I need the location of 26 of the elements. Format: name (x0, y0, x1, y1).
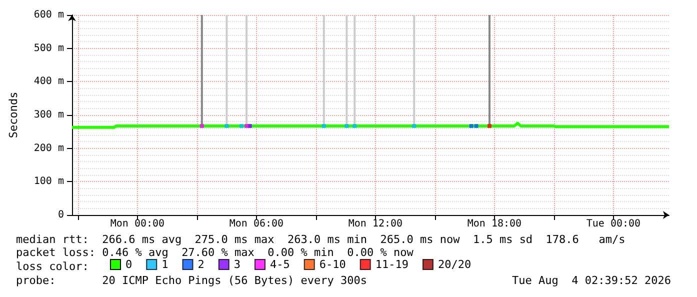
legend-label: 3 (234, 258, 240, 271)
y-axis-title: Seconds (7, 92, 20, 138)
y-tick-label: 500 m (34, 42, 64, 54)
legend-label: 1 (162, 258, 168, 271)
x-tick-label: Mon 18:00 (467, 218, 522, 230)
y-tick-label: 100 m (34, 176, 64, 188)
x-tick-label: Mon 12:00 (348, 218, 403, 230)
y-tick-label: 400 m (34, 76, 64, 88)
legend-label: 0 (126, 258, 132, 271)
legend-label: 11-19 (375, 258, 408, 271)
legend-title: loss color: (16, 260, 89, 274)
legend-label: 6-10 (319, 258, 346, 271)
text: packet loss: 0.46 % avg 27.60 % max 0.00 % min 0.00 % now (16, 246, 414, 260)
y-tick-label: 600 m (34, 10, 64, 20)
x-tick-label: Mon 06:00 (229, 218, 284, 230)
y-tick-label: 0 (58, 210, 64, 220)
text: median rtt: 266.6 ms avg 275.0 ms max 263.0 ms min 265.0 ms now 1.5 ms sd 178.6 am/s (16, 233, 626, 247)
legend-label: 20/20 (438, 258, 472, 271)
legend-label: 4-5 (270, 258, 290, 271)
y-tick-label: 300 m (34, 110, 64, 120)
legend-label: 2 (198, 258, 204, 271)
y-tick-label: 200 m (34, 142, 64, 154)
x-tick-label: Tue 00:00 (586, 218, 641, 230)
text: Tue Aug 4 02:39:52 2026 (512, 274, 671, 288)
text: probe: 20 ICMP Echo Pings (56 Bytes) every 300s (16, 274, 367, 288)
x-tick-label: Mon 00:00 (110, 218, 165, 230)
